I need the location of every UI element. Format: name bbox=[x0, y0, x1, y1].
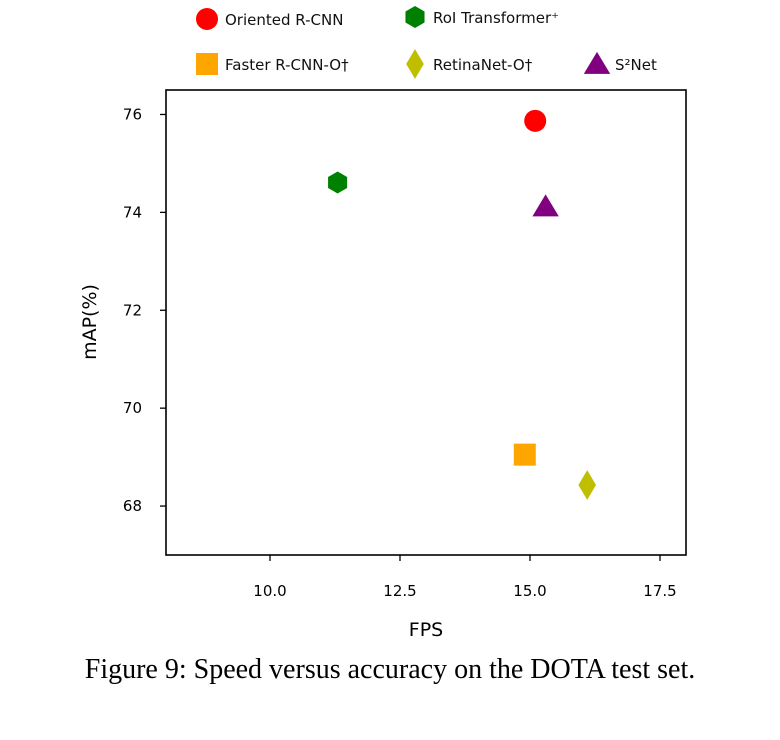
data-point-hexagon bbox=[328, 171, 348, 194]
legend-marker-triangle bbox=[583, 51, 611, 74]
data-point-diamond bbox=[578, 470, 596, 500]
legend-marker-diamond bbox=[406, 49, 424, 79]
y-tick-label: 74 bbox=[123, 203, 142, 221]
y-tick-label: 68 bbox=[123, 497, 142, 515]
y-tick-label: 70 bbox=[123, 399, 142, 417]
legend-marker-circle bbox=[196, 8, 218, 30]
legend-label: S²Net bbox=[615, 56, 657, 74]
legend-marker-square bbox=[196, 53, 218, 75]
legend-label: RetinaNet-O† bbox=[433, 56, 533, 74]
x-tick-label: 15.0 bbox=[513, 582, 546, 600]
legend-label: RoI Transformer⁺ bbox=[433, 9, 559, 27]
y-axis-label: mAP(%) bbox=[79, 284, 101, 360]
x-tick-label: 17.5 bbox=[643, 582, 676, 600]
x-tick-label: 12.5 bbox=[383, 582, 416, 600]
x-tick-label: 10.0 bbox=[253, 582, 286, 600]
data-point-triangle bbox=[532, 194, 559, 217]
plot-frame bbox=[165, 89, 687, 556]
legend-label: Faster R-CNN-O† bbox=[225, 56, 349, 74]
data-point-circle bbox=[524, 109, 547, 132]
data-point-square bbox=[513, 443, 536, 466]
x-axis-label: FPS bbox=[409, 619, 443, 641]
legend-label: Oriented R-CNN bbox=[225, 11, 343, 29]
y-tick-label: 72 bbox=[123, 301, 142, 319]
y-tick-label: 76 bbox=[123, 105, 142, 123]
figure-caption: Figure 9: Speed versus accuracy on the D… bbox=[84, 654, 696, 685]
legend-marker-hexagon bbox=[405, 6, 425, 28]
